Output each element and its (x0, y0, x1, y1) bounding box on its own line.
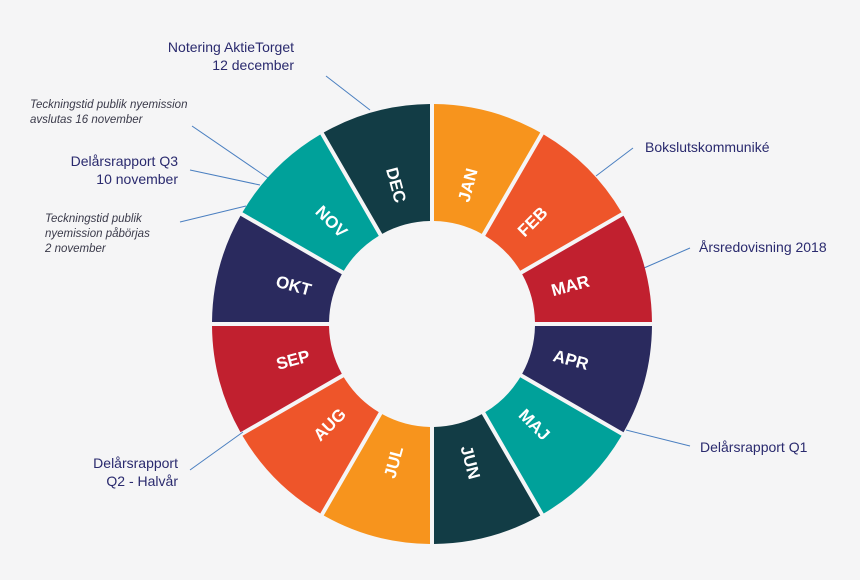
segment-nov (242, 134, 379, 271)
leader-bokslut (595, 147, 634, 177)
leader-q3 (189, 169, 261, 186)
segment-okt (212, 215, 342, 323)
annotation-leader-lines (179, 75, 691, 471)
leader-q1 (625, 429, 691, 447)
leader-teckning-slut (191, 125, 269, 179)
segment-maj (485, 377, 622, 514)
segment-aug (242, 377, 379, 514)
annotation-arsredovisning: Årsredovisning 2018 (699, 239, 827, 255)
segment-feb (485, 134, 622, 271)
leader-arsredovisning (643, 247, 691, 269)
annotation-delarsrapport-q2: Delårsrapport Q2 - Halvår (93, 455, 178, 489)
annotation-notering: Notering AktieTorget 12 december (167, 39, 294, 73)
leader-notering (325, 75, 371, 111)
segment-dec (323, 104, 431, 234)
annotation-teckning-start: Teckningstid publik nyemission påbörjas … (45, 213, 150, 255)
leader-teckning-start (179, 205, 247, 223)
segment-sep (212, 325, 342, 433)
leader-q2 (189, 431, 244, 471)
annotation-bokslutskommunike: Bokslutskommuniké (645, 139, 770, 155)
annotation-delarsrapport-q1: Delårsrapport Q1 (700, 439, 808, 455)
segment-apr (522, 325, 652, 433)
annotation-teckning-slut: Teckningstid publik nyemission avslutas … (30, 99, 188, 126)
annotation-delarsrapport-q3: Delårsrapport Q3 10 november (70, 153, 178, 187)
segment-jun (433, 414, 541, 544)
segment-jul (323, 414, 431, 544)
segment-mar (522, 215, 652, 323)
segment-jan (433, 104, 541, 234)
